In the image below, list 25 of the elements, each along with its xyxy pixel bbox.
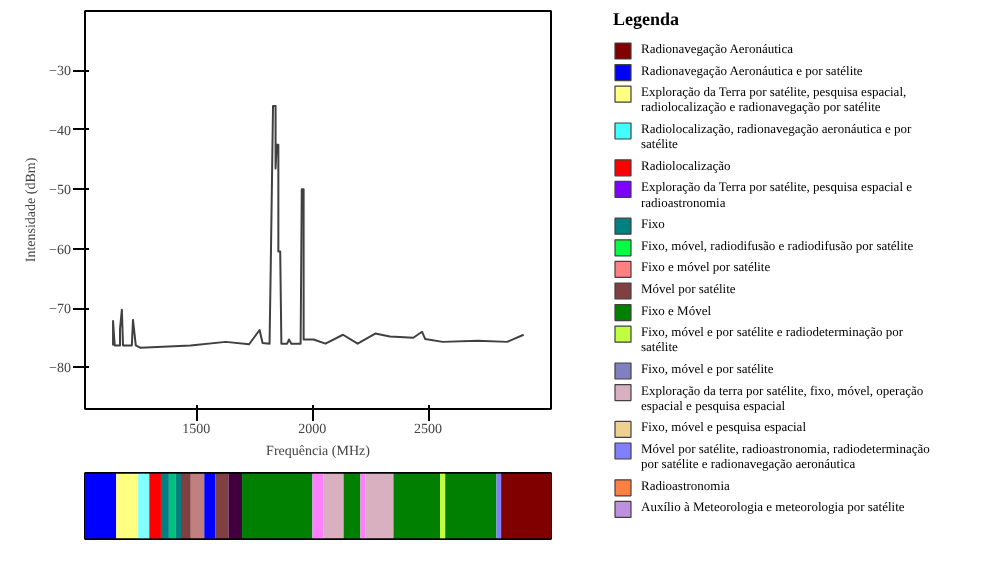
bar — [440, 473, 446, 539]
bar — [116, 473, 139, 539]
bar — [323, 473, 344, 539]
bar — [175, 473, 181, 539]
bar — [360, 473, 366, 539]
bar — [228, 473, 243, 539]
bar — [85, 473, 117, 539]
bar — [181, 473, 191, 539]
bar — [365, 473, 394, 539]
bar — [496, 473, 502, 539]
bar — [168, 473, 176, 539]
bar — [138, 473, 150, 539]
bar — [190, 473, 205, 539]
bar — [215, 473, 229, 539]
bar — [204, 473, 216, 539]
bar — [393, 473, 441, 539]
bar — [501, 473, 551, 539]
bar — [149, 473, 161, 539]
bar — [312, 473, 324, 539]
bar — [242, 473, 313, 539]
legend-title: Legenda — [613, 9, 681, 29]
bar — [343, 473, 361, 539]
bar — [160, 473, 169, 539]
bar — [445, 473, 497, 539]
line-series — [112, 105, 525, 349]
